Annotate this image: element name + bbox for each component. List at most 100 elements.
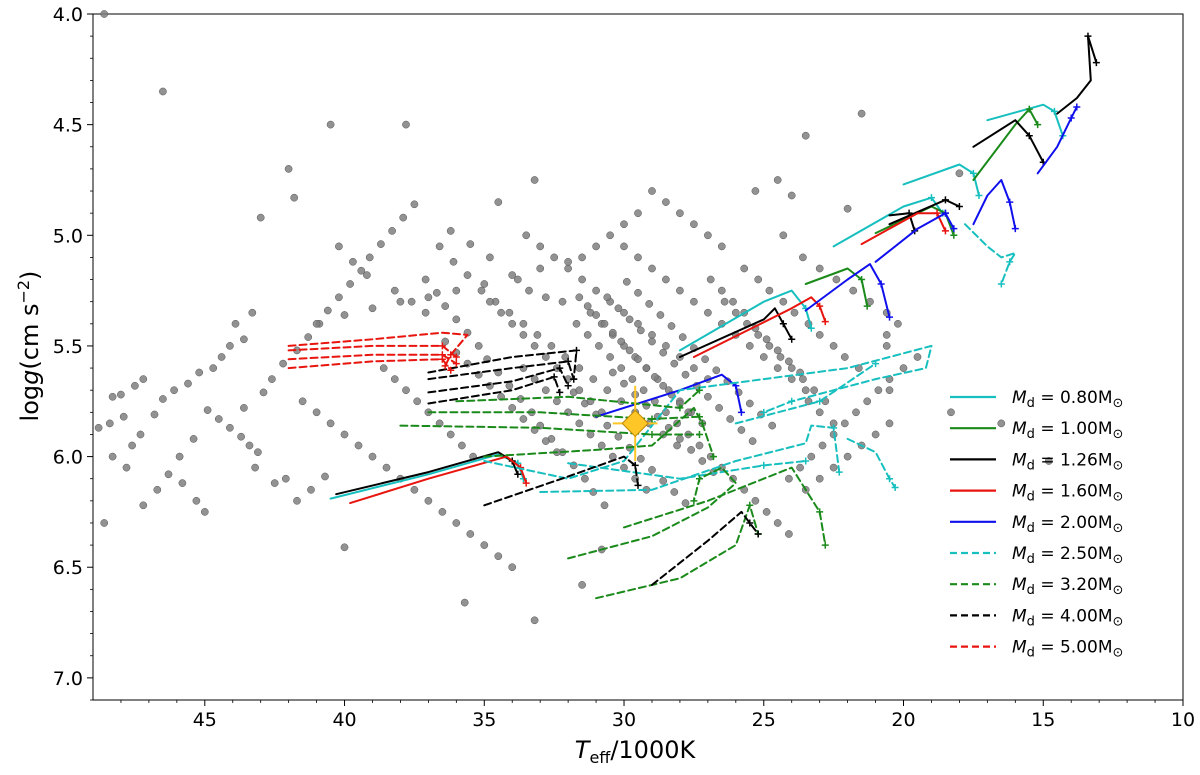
scatter-point — [773, 519, 782, 527]
scatter-point — [530, 616, 539, 625]
scatter-point — [279, 359, 287, 368]
scatter-point — [486, 297, 494, 306]
scatter-points-layer — [94, 10, 1053, 625]
scatter-point — [748, 437, 757, 445]
legend-label: Md = 4.00M⊙ — [1012, 606, 1123, 629]
track-2.50-dashed — [483, 344, 933, 480]
scatter-point — [882, 342, 891, 350]
scatter-point — [480, 541, 489, 549]
track-marker — [737, 408, 745, 416]
scatter-point — [505, 381, 514, 390]
scatter-point — [698, 457, 707, 465]
scatter-point — [519, 364, 528, 372]
scatter-point — [667, 322, 676, 330]
scatter-point — [410, 485, 419, 494]
scatter-point — [240, 404, 248, 412]
scatter-point — [281, 474, 290, 483]
track-marker — [927, 194, 935, 202]
scatter-point — [617, 337, 626, 346]
scatter-point — [625, 346, 634, 355]
scatter-point — [729, 297, 737, 306]
track-marker — [648, 415, 656, 423]
scatter-point — [382, 463, 391, 472]
track-marker — [676, 404, 684, 412]
track-marker — [634, 481, 642, 489]
scatter-point — [533, 331, 542, 339]
scatter-point — [578, 253, 586, 262]
scatter-point — [139, 501, 148, 510]
scatter-point — [449, 257, 458, 266]
scatter-point — [639, 386, 648, 395]
scatter-point — [645, 300, 654, 308]
y-tick-label: 4.5 — [53, 115, 83, 137]
scatter-point — [326, 419, 335, 428]
scatter-point — [390, 286, 399, 295]
legend-label: Md = 3.20M⊙ — [1012, 575, 1123, 598]
scatter-point — [715, 404, 723, 412]
highlight-point-layer — [612, 385, 658, 462]
y-tick-label: 5.5 — [53, 336, 83, 358]
scatter-point — [251, 463, 259, 472]
scatter-point — [519, 331, 528, 339]
scatter-point — [681, 370, 690, 379]
scatter-point — [460, 598, 469, 607]
scatter-point — [153, 485, 162, 494]
x-axis-label: Teff/1000K — [575, 736, 697, 767]
scatter-point — [178, 479, 187, 487]
track-3.20-dashed — [567, 466, 737, 560]
scatter-point — [105, 419, 114, 428]
scatter-point — [673, 441, 681, 450]
scatter-point — [634, 319, 642, 328]
scatter-point — [779, 231, 788, 240]
scatter-point — [754, 331, 763, 339]
scatter-point — [407, 297, 416, 306]
track-marker — [788, 397, 796, 405]
scatter-point — [159, 395, 167, 403]
track-marker — [438, 355, 446, 363]
legend-label: Md = 1.60M⊙ — [1012, 482, 1123, 505]
x-tick-label: 45 — [193, 709, 217, 731]
scatter-point — [413, 397, 422, 406]
scatter-point — [508, 404, 517, 412]
scatter-point — [690, 297, 698, 306]
track-0.80-solid — [902, 163, 980, 197]
scatter-point — [606, 353, 614, 361]
scatter-point — [606, 231, 614, 240]
track-marker — [1050, 107, 1058, 115]
x-tick-label: 15 — [1031, 709, 1055, 731]
scatter-point — [773, 176, 782, 184]
scatter-point — [189, 435, 198, 443]
scatter-point — [402, 120, 410, 129]
scatter-point — [840, 353, 849, 361]
scatter-point — [312, 408, 321, 417]
scatter-point — [564, 264, 572, 273]
scatter-point — [648, 466, 656, 474]
scatter-point — [608, 328, 617, 337]
scatter-point — [882, 331, 891, 339]
track-marker — [698, 419, 706, 427]
track-marker — [1025, 105, 1033, 113]
scatter-point — [396, 297, 405, 306]
scatter-point — [119, 412, 128, 421]
track-0.80-solid — [832, 196, 944, 248]
scatter-point — [256, 213, 265, 222]
y-tick-label: 7.0 — [53, 668, 83, 690]
scatter-point — [290, 193, 299, 202]
scatter-point — [575, 364, 584, 372]
track-marker — [1006, 258, 1014, 266]
scatter-point — [659, 381, 668, 390]
scatter-point — [530, 342, 539, 350]
scatter-point — [513, 275, 522, 284]
scatter-point — [799, 375, 807, 383]
x-tick-label: 40 — [332, 709, 356, 731]
scatter-point — [508, 563, 517, 572]
scatter-point — [603, 293, 612, 302]
scatter-point — [620, 308, 628, 317]
track-marker — [709, 453, 717, 461]
scatter-point — [894, 319, 902, 328]
scatter-point — [505, 308, 514, 317]
scatter-point — [108, 392, 117, 401]
x-tick-label: 20 — [891, 709, 915, 731]
scatter-point — [581, 474, 589, 483]
scatter-point — [508, 319, 517, 328]
